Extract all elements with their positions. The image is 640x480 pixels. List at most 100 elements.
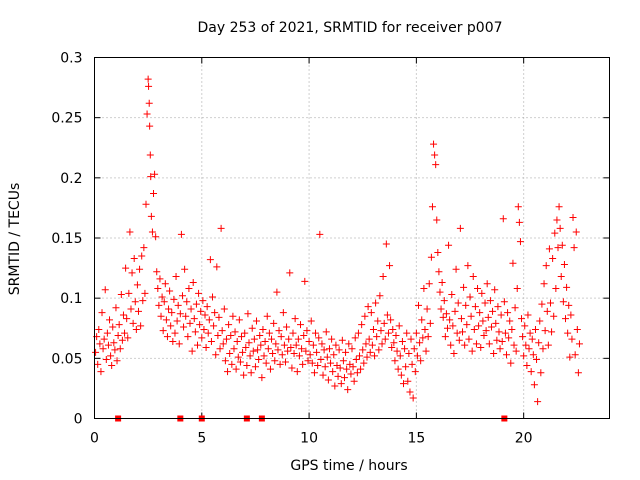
data-point xyxy=(574,369,582,377)
data-point xyxy=(572,228,580,236)
data-point xyxy=(390,339,398,347)
data-point xyxy=(486,297,494,305)
data-point xyxy=(198,334,206,342)
y-tick-label: 0.3 xyxy=(60,51,82,67)
data-point xyxy=(544,341,552,349)
data-point xyxy=(137,322,145,330)
data-point xyxy=(301,277,309,285)
data-point xyxy=(205,316,213,324)
data-point xyxy=(397,371,405,379)
data-point xyxy=(460,283,468,291)
data-point xyxy=(171,329,179,337)
data-point xyxy=(388,344,396,352)
data-point xyxy=(423,305,431,313)
data-point xyxy=(464,262,472,270)
data-point xyxy=(343,365,351,373)
data-point xyxy=(170,295,178,303)
data-point xyxy=(153,268,161,276)
data-point xyxy=(562,315,570,323)
data-point xyxy=(197,307,205,315)
data-point xyxy=(485,340,493,348)
data-point xyxy=(419,334,427,342)
data-point xyxy=(235,316,243,324)
data-point xyxy=(107,352,115,360)
data-point xyxy=(434,248,442,256)
data-point xyxy=(207,337,215,345)
data-point xyxy=(126,228,134,236)
data-point xyxy=(376,292,384,300)
data-point xyxy=(119,311,127,319)
data-point xyxy=(560,260,568,268)
data-point xyxy=(278,351,286,359)
data-point xyxy=(436,288,444,296)
data-point xyxy=(145,82,153,90)
data-point xyxy=(131,298,139,306)
data-point xyxy=(225,321,233,329)
data-point xyxy=(307,317,315,325)
data-point xyxy=(96,340,104,348)
data-point xyxy=(196,321,204,329)
data-point xyxy=(567,311,575,319)
data-point xyxy=(262,359,270,367)
data-point xyxy=(454,299,462,307)
data-point xyxy=(291,315,299,323)
data-point xyxy=(491,286,499,294)
data-point xyxy=(260,352,268,360)
data-point xyxy=(342,348,350,356)
data-point xyxy=(249,347,257,355)
data-point xyxy=(400,380,407,388)
data-point xyxy=(200,325,208,333)
data-point xyxy=(320,346,328,354)
data-point xyxy=(569,214,577,222)
data-point xyxy=(401,345,409,353)
data-point xyxy=(480,331,488,339)
data-point xyxy=(289,329,297,337)
data-point xyxy=(570,244,578,252)
data-point xyxy=(348,345,356,353)
data-point xyxy=(435,268,443,276)
data-point xyxy=(514,203,522,211)
data-point xyxy=(424,333,432,341)
data-point xyxy=(476,309,484,317)
data-point xyxy=(534,398,542,406)
data-point xyxy=(378,340,386,348)
data-point xyxy=(203,303,211,311)
data-point xyxy=(396,352,404,360)
data-point xyxy=(575,340,583,348)
data-point xyxy=(563,283,571,291)
data-point xyxy=(541,327,549,335)
data-point xyxy=(110,339,118,347)
data-point xyxy=(456,224,464,232)
data-point xyxy=(497,311,505,319)
data-point xyxy=(191,328,199,336)
data-point xyxy=(389,325,397,333)
data-point xyxy=(478,289,486,297)
data-point xyxy=(545,245,553,253)
data-point xyxy=(199,297,207,305)
data-point xyxy=(276,360,284,368)
data-point xyxy=(127,305,135,313)
data-point xyxy=(405,350,413,358)
data-point xyxy=(136,265,144,273)
data-point xyxy=(393,347,401,355)
data-point xyxy=(251,363,259,371)
data-point xyxy=(440,297,448,305)
x-axis-label: GPS time / hours xyxy=(290,458,407,474)
data-point xyxy=(327,359,335,367)
data-point xyxy=(265,329,273,337)
data-point xyxy=(140,244,148,252)
data-point xyxy=(451,307,459,315)
data-point xyxy=(148,228,156,236)
data-point xyxy=(274,346,282,354)
data-point xyxy=(555,203,563,211)
data-point xyxy=(474,285,482,293)
data-point xyxy=(100,335,108,343)
data-point xyxy=(309,341,317,349)
data-point xyxy=(363,353,371,361)
data-point xyxy=(380,319,388,327)
data-point xyxy=(331,382,339,390)
data-point xyxy=(392,331,400,339)
data-point xyxy=(364,303,372,311)
data-point xyxy=(168,309,176,317)
data-point xyxy=(219,340,227,348)
